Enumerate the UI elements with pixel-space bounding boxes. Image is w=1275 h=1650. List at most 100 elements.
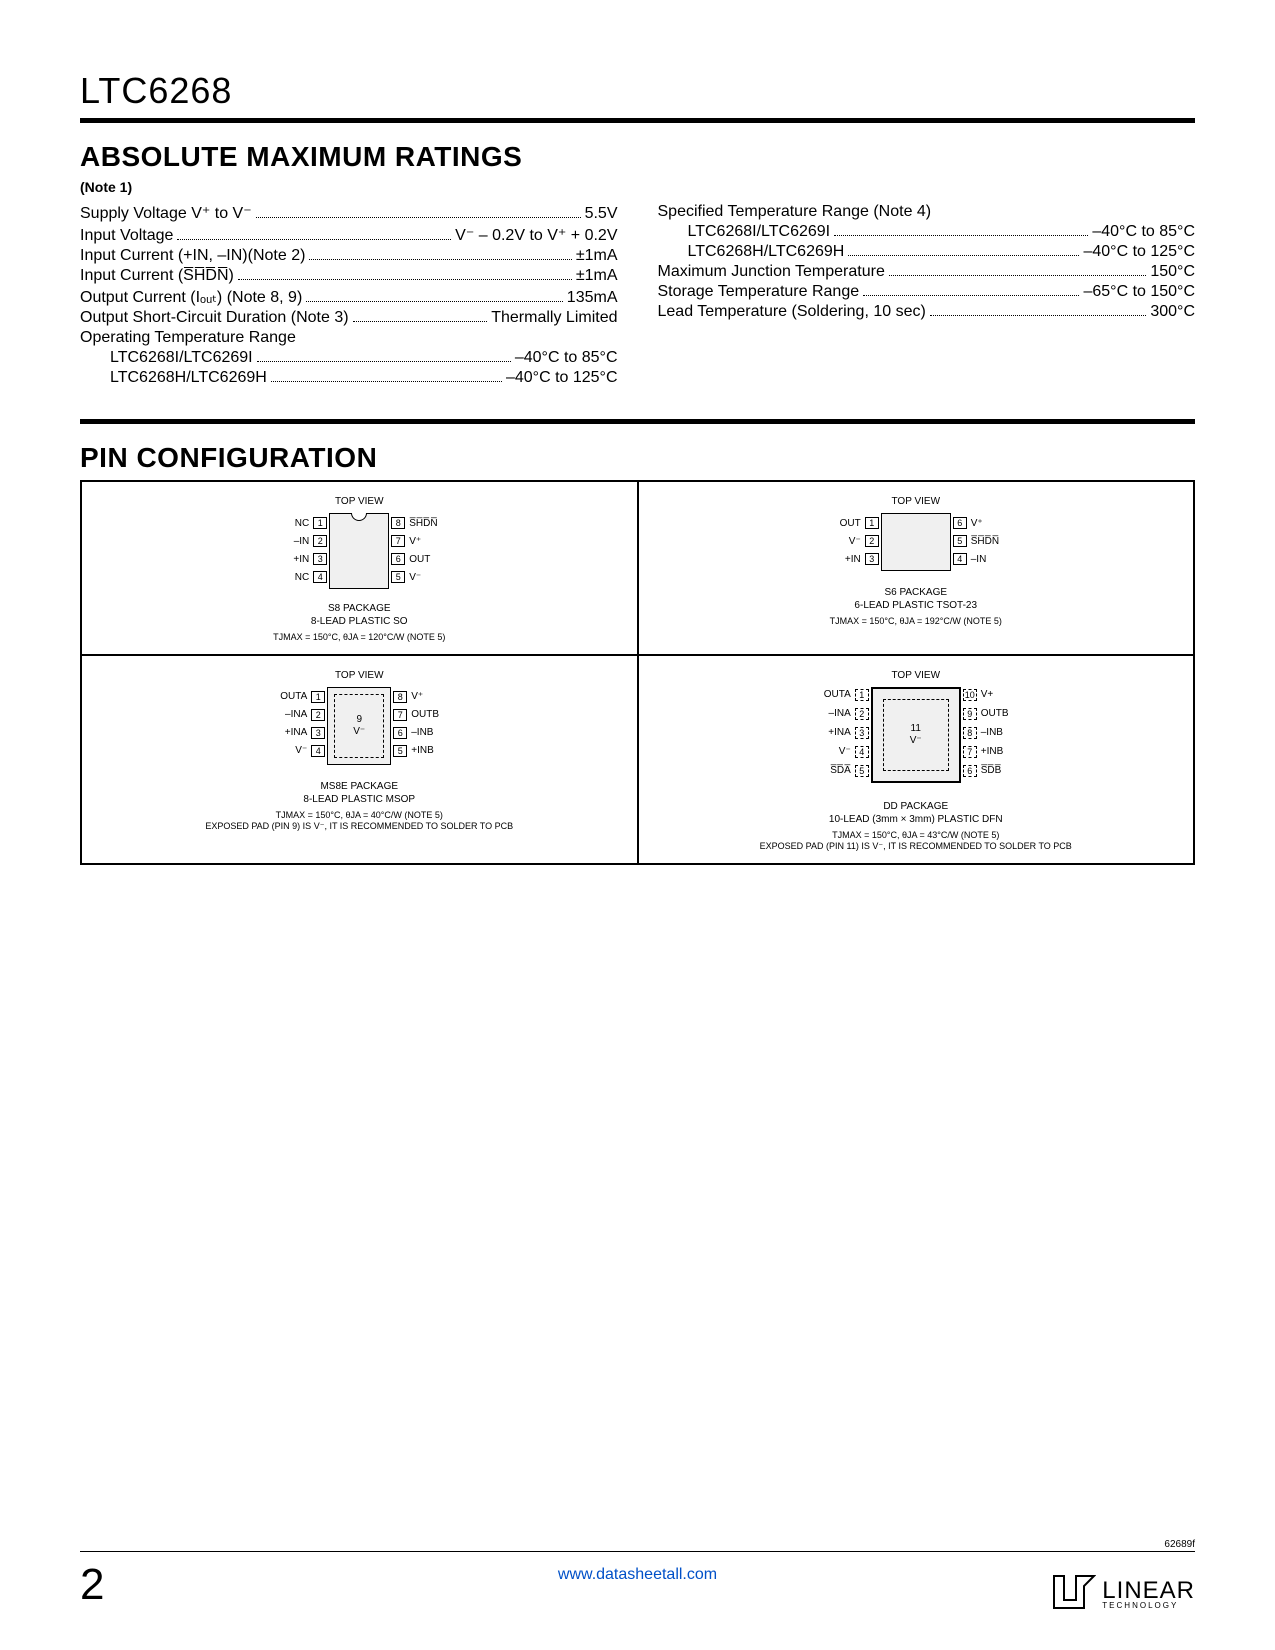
rating-value: Thermally Limited xyxy=(491,309,617,327)
leader-dots xyxy=(930,315,1147,316)
rating-value: –40°C to 85°C xyxy=(515,349,618,367)
rating-value: 5.5V xyxy=(585,205,618,223)
top-view-label: TOP VIEW xyxy=(92,496,627,507)
rating-row: Lead Temperature (Soldering, 10 sec)300°… xyxy=(658,303,1196,321)
pin-row: V⁻ 4 xyxy=(295,745,325,757)
pin-label: OUT xyxy=(409,554,430,565)
pin-label: OUTB xyxy=(981,708,1009,719)
pin-number-box: 5 xyxy=(953,535,967,547)
ratings-right-col: Specified Temperature Range (Note 4) LTC6… xyxy=(658,203,1196,389)
pin-label: V⁻ xyxy=(295,745,307,756)
pin-row: –INA2 xyxy=(285,709,325,721)
rating-label: Input Voltage xyxy=(80,227,173,245)
rating-row: Operating Temperature Range xyxy=(80,329,618,347)
pin-number-box: 4 xyxy=(311,745,325,757)
rating-value: –40°C to 125°C xyxy=(506,369,618,387)
rating-value: 300°C xyxy=(1150,303,1195,321)
leader-dots xyxy=(848,255,1079,256)
pin-number-box: 3 xyxy=(855,727,869,739)
pin-row: 7OUTB xyxy=(393,709,439,721)
pin-label: +INB xyxy=(411,745,434,756)
pin-row: NC4 xyxy=(295,571,327,583)
pin-label: OUTA xyxy=(824,689,851,700)
pin-row: OUTA1 xyxy=(280,691,325,703)
header-rule xyxy=(80,118,1195,123)
pin-row: 5+INB xyxy=(393,745,434,757)
pin-row: 8 S̅H̅D̅N̅ xyxy=(391,517,437,529)
dd-pkg-note: TJMAX = 150°C, θJA = 43°C/W (NOTE 5)EXPO… xyxy=(649,830,1184,853)
pin-row: NC1 xyxy=(295,517,327,529)
pin-row: 6–INB xyxy=(393,727,433,739)
pin-label: OUTB xyxy=(411,709,439,720)
pin-number-box: 4 xyxy=(855,746,869,758)
pin-row: 4–IN xyxy=(953,553,987,565)
ms8e-chip-diagram: 9 V⁻ OUTA1–INA2+INA3V⁻48V⁺7OUTB6–INB5+IN… xyxy=(259,687,459,771)
leader-dots xyxy=(271,381,502,382)
rating-label: Supply Voltage V⁺ to V⁻ xyxy=(80,203,252,223)
pin-label: V⁻ xyxy=(839,746,851,757)
pin-number-box: 5 xyxy=(391,571,405,583)
pin-label: V⁻ xyxy=(409,572,421,583)
logo-text: LINEAR xyxy=(1102,1581,1195,1601)
pkg-s8-cell: TOP VIEW NC1–IN2+IN3NC48S̅H̅D̅N̅7V⁺6OUT5… xyxy=(81,481,638,655)
s8-pkg-name: S8 PACKAGE8-LEAD PLASTIC SO xyxy=(92,602,627,628)
pin-number-box: 9 xyxy=(963,708,977,720)
rating-label: Maximum Junction Temperature xyxy=(658,263,885,281)
s8-chip-diagram: NC1–IN2+IN3NC48S̅H̅D̅N̅7V⁺6OUT5V⁻ xyxy=(269,513,449,593)
pin-number-box: 8 xyxy=(391,517,405,529)
top-view-label: TOP VIEW xyxy=(92,670,627,681)
leader-dots xyxy=(309,259,571,260)
rating-row: LTC6268H/LTC6269H –40°C to 125°C xyxy=(80,369,618,387)
pin-row: V⁻ 4 xyxy=(839,746,869,758)
pin-label: V⁺ xyxy=(411,691,423,702)
pin-number-box: 6 xyxy=(953,517,967,529)
rating-label: Storage Temperature Range xyxy=(658,283,860,301)
pin-number-box: 10 xyxy=(963,689,977,701)
pin-label: +INB xyxy=(981,746,1004,757)
pin-row: +IN3 xyxy=(845,553,879,565)
rating-row: LTC6268I/LTC6269I –40°C to 85°C xyxy=(80,349,618,367)
top-view-label: TOP VIEW xyxy=(649,670,1184,681)
pin-number-box: 2 xyxy=(311,709,325,721)
rating-value: –40°C to 125°C xyxy=(1083,243,1195,261)
rating-label: Specified Temperature Range (Note 4) xyxy=(658,203,932,221)
pin-number-box: 2 xyxy=(855,708,869,720)
rating-row: LTC6268H/LTC6269H –40°C to 125°C xyxy=(658,243,1196,261)
pin-number-box: 7 xyxy=(963,746,977,758)
rating-row: Specified Temperature Range (Note 4) xyxy=(658,203,1196,221)
pin-label: –INB xyxy=(981,727,1003,738)
ratings-columns: Supply Voltage V⁺ to V⁻ 5.5V Input Voltage… xyxy=(80,203,1195,389)
rating-value: ±1mA xyxy=(576,267,618,285)
pkg-s6-cell: TOP VIEW OUT1V⁻2+IN36V⁺5S̅H̅D̅N̅4–IN S6 … xyxy=(638,481,1195,655)
rating-label: LTC6268H/LTC6269H xyxy=(80,369,267,387)
leader-dots xyxy=(863,295,1079,296)
pin-config-grid: TOP VIEW NC1–IN2+IN3NC48S̅H̅D̅N̅7V⁺6OUT5… xyxy=(80,480,1195,865)
pin-label: +INA xyxy=(285,727,308,738)
pin-label: S̅H̅D̅N̅ xyxy=(409,518,437,529)
pin-label: OUTA xyxy=(280,691,307,702)
pin-label: NC xyxy=(295,518,309,529)
pin-label: –IN xyxy=(294,536,310,547)
pin-number-box: 6 xyxy=(963,765,977,777)
pin-label: –INA xyxy=(829,708,851,719)
pin-label: S̅H̅D̅N̅ xyxy=(971,536,999,547)
s8-pkg-note: TJMAX = 150°C, θJA = 120°C/W (NOTE 5) xyxy=(92,632,627,644)
pin-label: +IN xyxy=(845,554,861,565)
pin-row: OUTA1 xyxy=(824,689,869,701)
pin-number-box: 3 xyxy=(313,553,327,565)
note1-label: (Note 1) xyxy=(80,179,1195,195)
ms8e-pkg-name: MS8E PACKAGE8-LEAD PLASTIC MSOP xyxy=(92,780,627,806)
section-divider xyxy=(80,419,1195,424)
datasheet-url-link[interactable]: www.datasheetall.com xyxy=(558,1566,717,1584)
rating-label: LTC6268I/LTC6269I xyxy=(80,349,253,367)
pin-label: V⁺ xyxy=(409,536,421,547)
pin-row: +INA3 xyxy=(828,727,869,739)
pkg-ms8e-cell: TOP VIEW 9 V⁻ OUTA1–INA2+INA3V⁻48V⁺7OUTB… xyxy=(81,655,638,864)
page-footer: 2 www.datasheetall.com LINEAR TECHNOLOGY xyxy=(80,1551,1195,1610)
rating-label: LTC6268H/LTC6269H xyxy=(658,243,845,261)
rating-row: Output Current (Iₒᵤₜ) (Note 8, 9)135mA xyxy=(80,287,618,307)
leader-dots xyxy=(306,301,563,302)
pin-row: 8–INB xyxy=(963,727,1003,739)
leader-dots xyxy=(256,217,581,218)
leader-dots xyxy=(353,321,488,322)
